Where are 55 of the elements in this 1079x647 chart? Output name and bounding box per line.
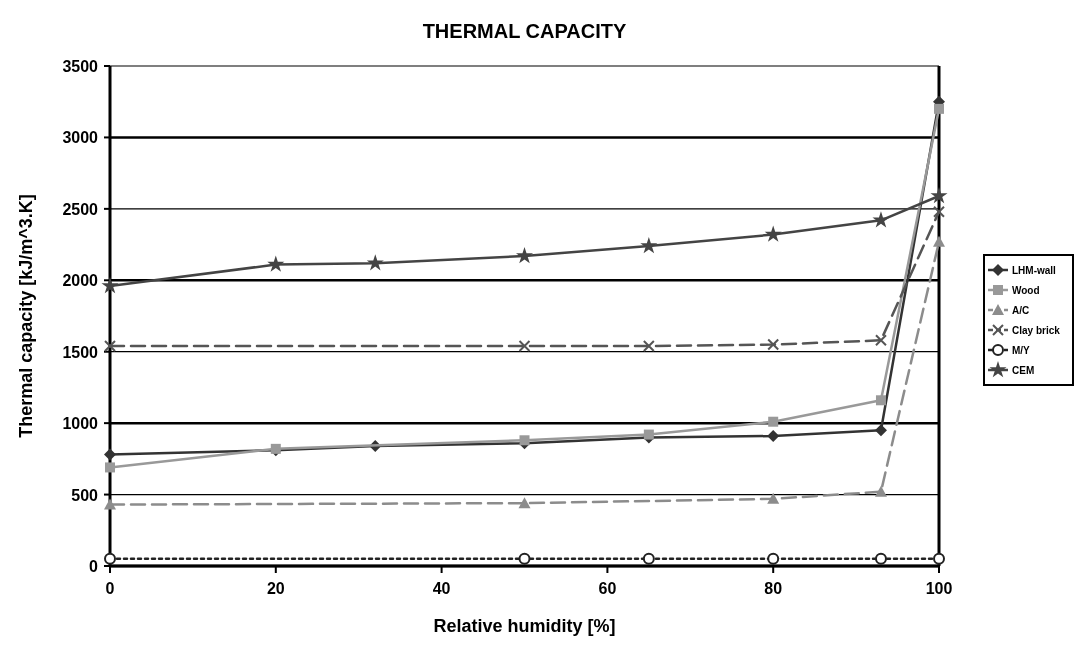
- y-tick-label: 3000: [62, 129, 99, 147]
- y-tick-label: 500: [71, 486, 99, 504]
- y-tick-label: 1500: [62, 343, 99, 361]
- x-tick-label: 40: [432, 580, 451, 597]
- point: [767, 338, 780, 351]
- point: [366, 254, 384, 271]
- point: [267, 255, 285, 272]
- chart-title: THERMAL CAPACITY: [422, 20, 628, 42]
- x-tick-label: 20: [266, 580, 285, 597]
- point: [872, 211, 890, 228]
- point: [642, 552, 655, 565]
- point: [515, 247, 534, 264]
- point: [874, 485, 887, 497]
- y-tick-label: 0: [89, 558, 99, 575]
- point: [643, 429, 654, 440]
- point: [874, 424, 887, 437]
- point: [101, 277, 119, 294]
- point: [933, 235, 945, 247]
- point: [933, 205, 945, 218]
- point: [642, 340, 655, 352]
- point: [518, 340, 531, 352]
- point: [934, 103, 944, 114]
- x-tick-label: 60: [598, 580, 617, 597]
- legend-label: CEM: [1012, 365, 1035, 376]
- x-tick-label: 0: [105, 580, 115, 597]
- y-tick-label: 2500: [62, 200, 99, 218]
- point: [104, 552, 116, 565]
- legend-label: LHM-wall: [1012, 265, 1057, 276]
- y-tick-label: 2000: [62, 272, 99, 290]
- x-tick-label: 80: [764, 580, 783, 597]
- point: [640, 237, 658, 254]
- point: [933, 552, 945, 565]
- point: [519, 435, 530, 446]
- legend-label: A/C: [1012, 305, 1030, 316]
- point: [767, 492, 780, 504]
- point: [874, 552, 887, 565]
- legend-label: Wood: [1012, 285, 1040, 296]
- y-axis-title: Thermal capacity [kJ/m^3.K]: [16, 194, 36, 438]
- point: [104, 498, 116, 510]
- y-tick-label: 3500: [62, 58, 99, 75]
- legend-label: M/Y: [1012, 345, 1031, 356]
- x-tick-label: 100: [925, 580, 953, 597]
- point: [518, 552, 531, 565]
- point: [104, 448, 116, 461]
- legend-label: Clay brick: [1012, 325, 1061, 336]
- y-tick-label: 1000: [62, 415, 99, 433]
- point: [874, 334, 887, 347]
- point: [768, 416, 779, 427]
- x-axis-title: Relative humidity [%]: [433, 616, 616, 636]
- point: [105, 462, 115, 473]
- point: [767, 552, 780, 565]
- point: [930, 187, 948, 204]
- point: [875, 395, 886, 406]
- point: [518, 497, 531, 509]
- point: [764, 225, 782, 242]
